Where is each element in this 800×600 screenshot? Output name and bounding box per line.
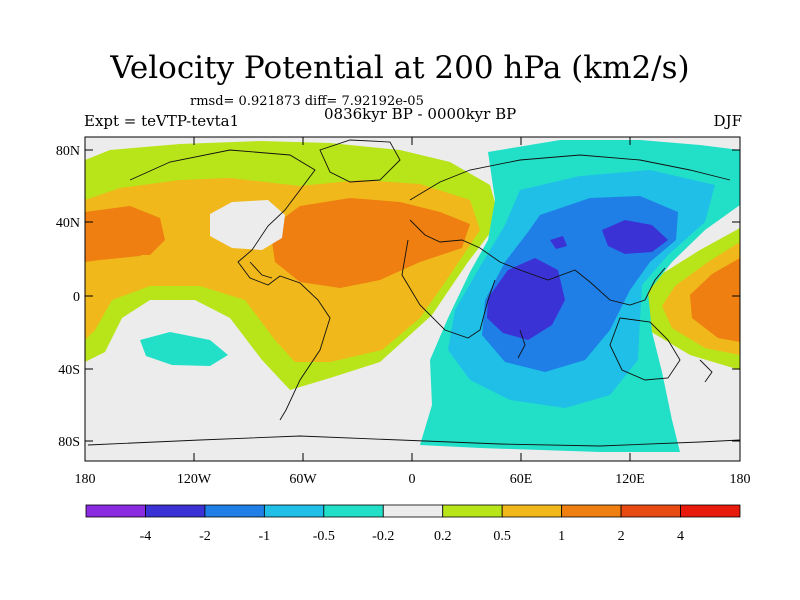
lat-tick-label: 40S [58,363,80,378]
contour-neutral-hole [210,200,285,250]
colorbar-swatch [501,504,563,518]
coastlines [87,139,740,447]
period-label: 0836kyr BP - 0000kyr BP [324,105,517,123]
contour-neg-weak-south [140,332,228,366]
colorbar-label: 0.2 [434,529,452,544]
lat-tick-label: 40N [56,216,80,231]
colorbar-swatch [382,504,444,518]
colorbar-swatch [263,504,325,518]
colorbar-label: -0.5 [313,529,335,544]
colorbar-swatch [620,504,681,518]
lon-tick-label: 60W [289,472,317,487]
colorbar-label: 2 [618,529,625,544]
stats-text: rmsd= 0.921873 diff= 7.92192e-05 [190,94,424,109]
colorbar-label: -2 [199,529,211,544]
colorbar-swatch [204,504,265,518]
lat-tick-label: 0 [73,290,80,305]
contour-neg-strong-1 [487,258,565,340]
colorbar-swatch [85,504,146,518]
lon-tick-label: 60E [510,472,533,487]
contour-pos-mid-east [690,258,740,342]
lat-axis: 80N 40N 0 40S 80S [56,144,740,450]
colorbar-swatch [145,504,206,518]
colorbar-label: -4 [140,529,152,544]
contour-pos-mid [85,198,470,288]
lon-tick-label: 180 [75,472,96,487]
lon-tick-label: 180 [730,472,751,487]
experiment-label: Expt = teVTP-tevta1 [84,112,240,130]
colorbar-swatch [323,504,384,518]
plot-area [84,136,741,462]
colorbar-swatch [680,504,741,518]
contour-neg-strong-3 [550,236,567,249]
lon-tick-label: 120W [177,472,212,487]
lon-tick-label: 0 [409,472,416,487]
lat-tick-label: 80N [56,144,80,159]
map-title: Velocity Potential at 200 hPa (km2/s) [110,50,690,86]
lon-axis: 180 120W 60W 0 60E 120E 180 [75,137,751,487]
lon-tick-label: 120E [615,472,645,487]
colorbar-swatch [561,504,622,518]
colorbar-label: -0.2 [372,529,394,544]
contour-fills [85,139,740,452]
colorbar-swatch [442,504,503,518]
colorbar-label: 1 [558,529,565,544]
lat-tick-label: 80S [58,435,80,450]
colorbar-label: -1 [259,529,271,544]
season-label: DJF [713,112,742,130]
colorbar: -4 -2 -1 -0.5 -0.2 0.2 0.5 1 2 4 [85,504,741,544]
colorbar-label: 4 [677,529,684,544]
colorbar-label: 0.5 [493,529,511,544]
contour-neg-strong-2 [602,220,668,254]
contour-pos-mid-2 [112,226,165,255]
